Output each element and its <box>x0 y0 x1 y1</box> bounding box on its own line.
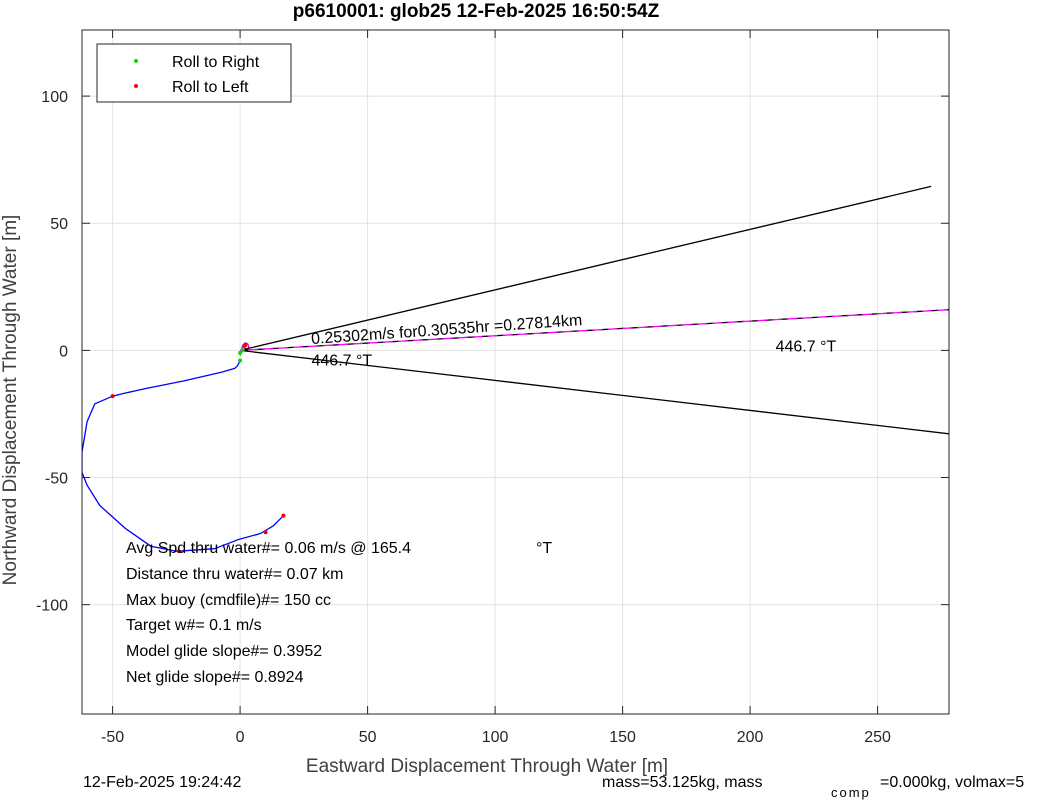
markers-group <box>110 343 286 554</box>
chart-title: p6610001: glob25 12-Feb-2025 16:50:54Z <box>293 1 660 22</box>
series-group <box>82 185 949 552</box>
x-tick-label-3: 100 <box>482 729 509 746</box>
legend-label-roll-left: Roll to Left <box>172 79 249 96</box>
series-line-2 <box>239 185 932 352</box>
stat-net-glide: Net glide slope#= 0.8924 <box>126 669 304 686</box>
series-line-4 <box>240 309 949 352</box>
y-tick-label-0: -100 <box>36 598 68 615</box>
x-axis-label: Eastward Displacement Through Water [m] <box>306 756 668 777</box>
x-tick-label-4: 150 <box>609 729 636 746</box>
legend: Roll to Right Roll to Left <box>96 43 292 103</box>
y-axis-label: Northward Displacement Through Water [m] <box>0 215 21 586</box>
x-tick-label-5: 200 <box>737 729 764 746</box>
y-tick-label-3: 50 <box>50 216 68 233</box>
ticks-group: -50 0 50 100 150 200 250 -100 -50 0 50 100 <box>36 30 949 746</box>
heading-annotation-lower: 446.7 °T <box>312 353 373 370</box>
stat-avg-speed-unit: °T <box>536 540 552 557</box>
legend-label-roll-right: Roll to Right <box>172 54 260 71</box>
footer-mass-subscript: comp <box>831 785 871 800</box>
roll-left-marker-0 <box>110 394 115 399</box>
roll-left-marker-3 <box>281 513 286 518</box>
stat-model-glide: Model glide slope#= 0.3952 <box>126 643 322 660</box>
footer-mass-tail: =0.000kg, volmax=5 <box>880 774 1024 791</box>
roll-right-marker-2 <box>240 348 245 353</box>
roll-right-marker-0 <box>238 350 243 355</box>
stat-avg-speed: Avg Spd thru water#= 0.06 m/s @ 165.4 <box>126 540 411 557</box>
y-tick-label-1: -50 <box>45 471 68 488</box>
x-tick-label-2: 50 <box>359 729 377 746</box>
stat-max-buoy: Max buoy (cmdfile)#= 150 cc <box>126 592 331 609</box>
x-tick-label-1: 0 <box>236 729 245 746</box>
series-line-0 <box>82 360 284 552</box>
x-tick-label-0: -50 <box>101 729 124 746</box>
stat-distance: Distance thru water#= 0.07 km <box>126 566 343 583</box>
legend-box <box>96 43 292 103</box>
series-line-3 <box>240 349 949 435</box>
plot-frame <box>81 29 950 715</box>
roll-right-marker-1 <box>238 358 243 363</box>
stat-target-w: Target w#= 0.1 m/s <box>126 617 262 634</box>
x-tick-label-6: 250 <box>864 729 891 746</box>
roll-left-marker-1 <box>176 549 181 554</box>
footer-mass: mass=53.125kg, mass <box>602 774 763 791</box>
footer-timestamp: 12-Feb-2025 19:24:42 <box>83 774 241 791</box>
series-line-5 <box>240 309 949 352</box>
plot-area <box>82 30 949 714</box>
y-tick-label-2: 0 <box>59 343 68 360</box>
legend-marker-roll-right <box>134 59 138 63</box>
legend-marker-roll-left <box>134 84 138 88</box>
roll-left-marker-4 <box>243 343 248 348</box>
roll-left-marker-2 <box>263 530 268 535</box>
heading-annotation-right: 446.7 °T <box>776 339 837 356</box>
y-tick-label-4: 100 <box>41 89 68 106</box>
